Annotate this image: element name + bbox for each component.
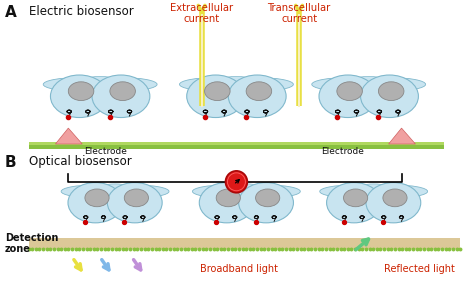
Ellipse shape <box>255 189 280 207</box>
Polygon shape <box>55 128 82 144</box>
Text: Extracellular
current: Extracellular current <box>170 3 233 24</box>
Ellipse shape <box>239 182 293 223</box>
Text: Electrode: Electrode <box>321 147 364 157</box>
Ellipse shape <box>68 82 94 100</box>
Ellipse shape <box>95 184 135 197</box>
Text: Electrode: Electrode <box>84 147 127 157</box>
Ellipse shape <box>348 77 390 90</box>
Ellipse shape <box>192 185 261 198</box>
Text: B: B <box>5 155 16 170</box>
Ellipse shape <box>50 75 108 117</box>
Ellipse shape <box>221 78 293 91</box>
Ellipse shape <box>43 78 116 91</box>
Ellipse shape <box>344 189 368 207</box>
Ellipse shape <box>79 77 121 90</box>
Ellipse shape <box>383 189 407 207</box>
Ellipse shape <box>205 82 230 100</box>
Ellipse shape <box>327 182 382 223</box>
Ellipse shape <box>312 78 384 91</box>
Ellipse shape <box>216 189 240 207</box>
Text: Transcellular
current: Transcellular current <box>267 3 331 24</box>
Ellipse shape <box>366 182 421 223</box>
Text: Electric biosensor: Electric biosensor <box>28 5 133 18</box>
Ellipse shape <box>180 78 252 91</box>
Ellipse shape <box>246 82 272 100</box>
Text: Detection
zone: Detection zone <box>5 233 58 254</box>
Ellipse shape <box>61 185 129 198</box>
Ellipse shape <box>320 185 388 198</box>
Ellipse shape <box>110 82 136 100</box>
Text: Optical biosensor: Optical biosensor <box>28 155 131 168</box>
Ellipse shape <box>100 185 169 198</box>
Polygon shape <box>389 128 415 144</box>
Ellipse shape <box>85 189 109 207</box>
Ellipse shape <box>378 82 404 100</box>
Ellipse shape <box>361 75 419 117</box>
Ellipse shape <box>319 75 377 117</box>
Bar <box>28 142 444 145</box>
Circle shape <box>226 171 247 193</box>
Ellipse shape <box>85 78 157 91</box>
Ellipse shape <box>353 78 426 91</box>
Ellipse shape <box>337 82 363 100</box>
Text: Reflected light: Reflected light <box>383 264 455 274</box>
Ellipse shape <box>199 182 254 223</box>
Ellipse shape <box>68 182 123 223</box>
Text: A: A <box>5 5 17 20</box>
Bar <box>28 145 444 149</box>
Ellipse shape <box>232 185 301 198</box>
Ellipse shape <box>216 77 257 90</box>
Ellipse shape <box>359 185 428 198</box>
Ellipse shape <box>92 75 150 117</box>
Ellipse shape <box>187 75 245 117</box>
Text: Broadband light: Broadband light <box>200 264 278 274</box>
Ellipse shape <box>228 75 286 117</box>
Ellipse shape <box>124 189 148 207</box>
Ellipse shape <box>227 184 266 197</box>
Ellipse shape <box>108 182 162 223</box>
Ellipse shape <box>354 184 393 197</box>
Bar <box>28 237 460 249</box>
